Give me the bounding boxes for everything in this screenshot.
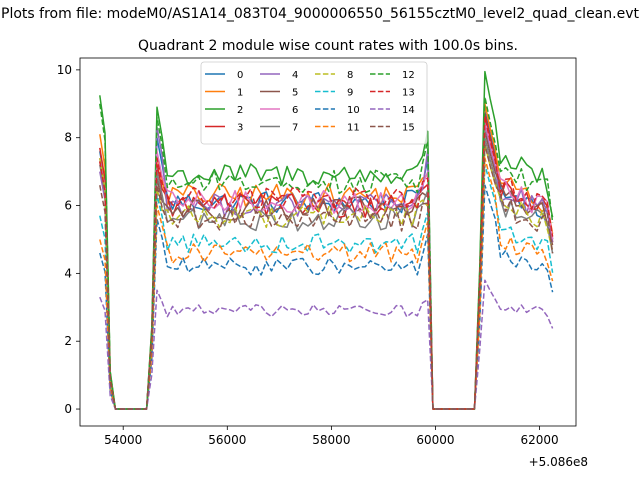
legend-label: 13 [402,88,415,99]
legend-label: 0 [237,70,243,81]
legend-frame [200,61,428,145]
legend-label: 15 [402,123,415,134]
x-tick-label: 62000 [520,433,558,447]
axes-frame [79,57,577,427]
x-tick-label: 60000 [416,433,454,447]
legend-label: 8 [347,70,353,81]
x-tick-label: 54000 [104,433,142,447]
legend-label: 3 [237,123,243,134]
plot-area [99,70,554,410]
series-line-14 [99,279,554,410]
series-line-8 [99,143,554,410]
series-line-12 [99,96,554,410]
legend-label: 6 [292,105,298,116]
figure-suptitle: Plots from file: modeM0/AS1A14_083T04_90… [1,6,639,22]
x-tick-label: 58000 [312,433,350,447]
legend-label: 5 [292,88,298,99]
legend-label: 11 [347,123,360,134]
legend-label: 4 [292,70,298,81]
y-tick-label: 10 [57,63,72,77]
series-line-9 [99,164,554,410]
y-axis: 0 2 4 6 8 10 [57,63,80,416]
series-line-10 [99,184,554,410]
legend-label: 1 [237,88,243,99]
legend-label: 10 [347,105,360,116]
y-tick-label: 2 [64,334,72,348]
x-offset-label: +5.086e8 [529,455,588,469]
chart-title: Quadrant 2 module wise count rates with … [138,38,518,54]
y-tick-label: 0 [64,402,72,416]
x-tick-label: 56000 [208,433,246,447]
legend-label: 9 [347,88,353,99]
y-tick-label: 6 [64,199,72,213]
x-axis: 54000 56000 58000 60000 62000 [104,426,559,447]
legend-label: 7 [292,123,298,134]
y-tick-label: 4 [64,266,72,280]
series-line-13 [99,116,554,410]
legend-label: 2 [237,105,243,116]
legend-label: 12 [402,70,415,81]
legend-label: 14 [402,105,415,116]
y-tick-label: 8 [64,131,72,145]
series-line-15 [99,143,554,410]
